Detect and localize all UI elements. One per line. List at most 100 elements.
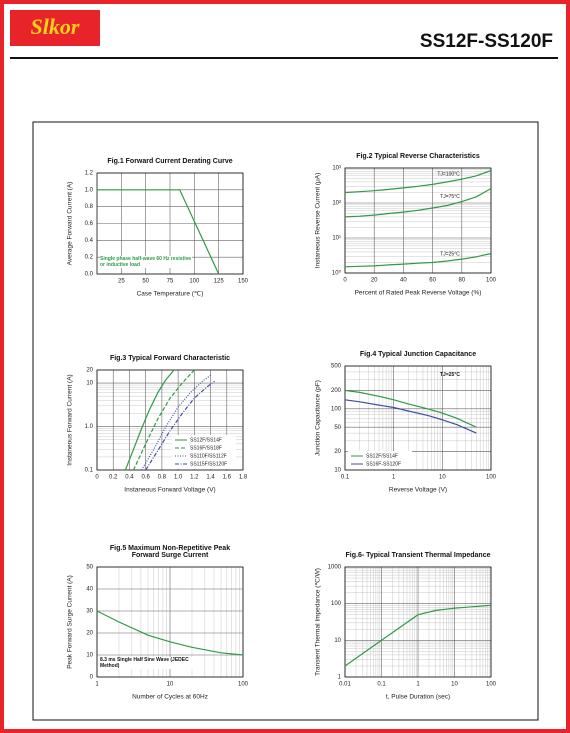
x-tick-label: 0.2	[109, 475, 118, 481]
annotation: Single phase half-wave 60 Hz resistive o…	[100, 256, 192, 268]
plot-frame	[96, 172, 244, 275]
y-tick-label: 20	[86, 631, 93, 637]
y-axis-label: Instaneous Reverse Current (μA)	[315, 173, 322, 269]
legend-label: SS16F/SS18F	[190, 445, 222, 451]
y-tick-label: 10	[86, 653, 93, 659]
x-tick-label: 100	[486, 682, 497, 688]
x-tick-label: 125	[214, 279, 225, 285]
plot-frame	[96, 566, 244, 678]
part-number: SS12F-SS120F	[420, 31, 553, 52]
y-tick-label: 20	[86, 368, 93, 374]
x-tick-label: 20	[371, 278, 378, 284]
annotation: TJ=25°C	[440, 372, 460, 378]
text-box: Fig.5 Maximum Non-Repetitive Peak Forwar…	[109, 545, 231, 559]
legend-label: SS115F/SS120F	[190, 461, 227, 467]
plot-frame	[96, 369, 244, 471]
series-line	[124, 369, 175, 471]
series-line	[132, 369, 195, 471]
chart-title: Fig.4 Typical Junction Capacitance	[359, 351, 477, 358]
figure-frame	[32, 121, 539, 721]
x-axis-label: Case Temperature (℃)	[137, 291, 204, 298]
series-line	[145, 380, 215, 471]
x-tick-label: 0.6	[141, 475, 150, 481]
x-tick-label: 10	[439, 475, 446, 481]
series-line	[344, 399, 477, 434]
y-tick-label: 0.1	[85, 468, 94, 474]
x-tick-label: 100	[486, 278, 497, 284]
y-tick-label: 10	[334, 468, 341, 474]
y-axis-label: Junction Capacitance (pF)	[315, 380, 322, 456]
text-box: Fig.3 Typical Forward Characteristic	[109, 355, 231, 362]
text-box: TJ=25°C	[440, 372, 460, 378]
legend-box	[348, 451, 412, 469]
logo-box	[10, 10, 100, 46]
series-line	[97, 189, 220, 275]
y-tick-label: 40	[86, 587, 93, 593]
y-tick-label: 1000	[328, 565, 342, 571]
y-tick-label: 0	[90, 675, 94, 681]
x-tick-label: 50	[142, 279, 149, 285]
y-tick-label: 200	[331, 388, 342, 394]
y-axis-label: Average Forward Current (A)	[67, 182, 74, 266]
document: Slkor SS12F-SS120F Fig.1 Forward Current…	[10, 10, 558, 721]
x-tick-label: 0.1	[341, 475, 350, 481]
x-axis-label: Number of Cycles at 60Hz	[132, 694, 208, 701]
y-tick-label: 10	[86, 381, 93, 387]
y-tick-label: 30	[86, 609, 93, 615]
y-tick-label: 0.4	[85, 238, 94, 244]
x-tick-label: 40	[400, 278, 407, 284]
plot-background	[345, 168, 491, 273]
legend-label: SS16F-SS120F	[366, 461, 401, 467]
text-box: Single phase half-wave 60 Hz resistive o…	[100, 256, 192, 268]
x-tick-label: 1.2	[190, 475, 199, 481]
plot-frame	[344, 167, 492, 274]
x-tick-label: 0	[343, 278, 347, 284]
chart-title: Fig.2 Typical Reverse Characteristics	[356, 153, 480, 160]
x-tick-label: 0.1	[377, 682, 386, 688]
legend-box	[172, 435, 236, 469]
y-axis-label: Transient Thermal Impedance (℃/W)	[315, 568, 322, 676]
x-tick-label: 10	[167, 682, 174, 688]
annotation: 8.3 ms Single Half Sine Wave (JEDEC Meth…	[100, 657, 195, 669]
y-axis-label: Peak Forward Surge Current (A)	[67, 575, 74, 669]
chart-title: Fig.3 Typical Forward Characteristic	[109, 355, 231, 362]
x-tick-label: 60	[429, 278, 436, 284]
y-tick-label: 0.6	[85, 221, 94, 227]
y-tick-label: 1.2	[85, 171, 94, 177]
series-label: TJ=100°C	[437, 171, 460, 177]
x-tick-label: 100	[486, 475, 497, 481]
x-tick-label: 80	[458, 278, 465, 284]
x-tick-label: 1.6	[223, 475, 232, 481]
y-tick-label: 10	[334, 638, 341, 644]
x-tick-label: 0	[95, 475, 99, 481]
x-axis-label: t, Pulse Duration (sec)	[386, 694, 450, 701]
x-axis-label: Reverse Voltage (V)	[389, 487, 447, 494]
x-tick-label: 100	[189, 279, 200, 285]
series-line	[344, 187, 492, 218]
text-box: Fig.4 Typical Junction Capacitance	[359, 351, 477, 358]
legend-label: SS12F/SS14F	[366, 453, 398, 459]
y-tick-label: 10²	[332, 201, 341, 207]
plot-frame	[344, 566, 492, 678]
y-tick-label: 0.2	[85, 255, 94, 261]
y-tick-label: 500	[331, 364, 342, 370]
y-tick-label: 10³	[332, 166, 341, 172]
y-tick-label: 10¹	[332, 236, 341, 242]
x-tick-label: 75	[167, 279, 174, 285]
chart-title: Fig.6- Typical Transient Thermal Impedan…	[345, 552, 491, 559]
series-line	[344, 169, 492, 194]
text-box: Fig.2 Typical Reverse Characteristics	[356, 153, 480, 160]
y-tick-label: 100	[331, 406, 342, 412]
x-tick-label: 25	[118, 279, 125, 285]
x-tick-label: 1	[392, 475, 396, 481]
chart-title: Fig.5 Maximum Non-Repetitive Peak Forwar…	[109, 545, 231, 559]
series-label: TJ=25°C	[440, 251, 460, 257]
y-tick-label: 1.0	[85, 424, 94, 430]
legend-label: SS12F/SS14F	[190, 437, 222, 443]
y-axis-label: Instaneous Forward Current (A)	[67, 374, 74, 465]
y-tick-label: 20	[334, 449, 341, 455]
text-box: Fig.6- Typical Transient Thermal Impedan…	[345, 552, 491, 559]
text-box: 8.3 ms Single Half Sine Wave (JEDEC Meth…	[100, 657, 195, 669]
y-tick-label: 1	[338, 675, 342, 681]
